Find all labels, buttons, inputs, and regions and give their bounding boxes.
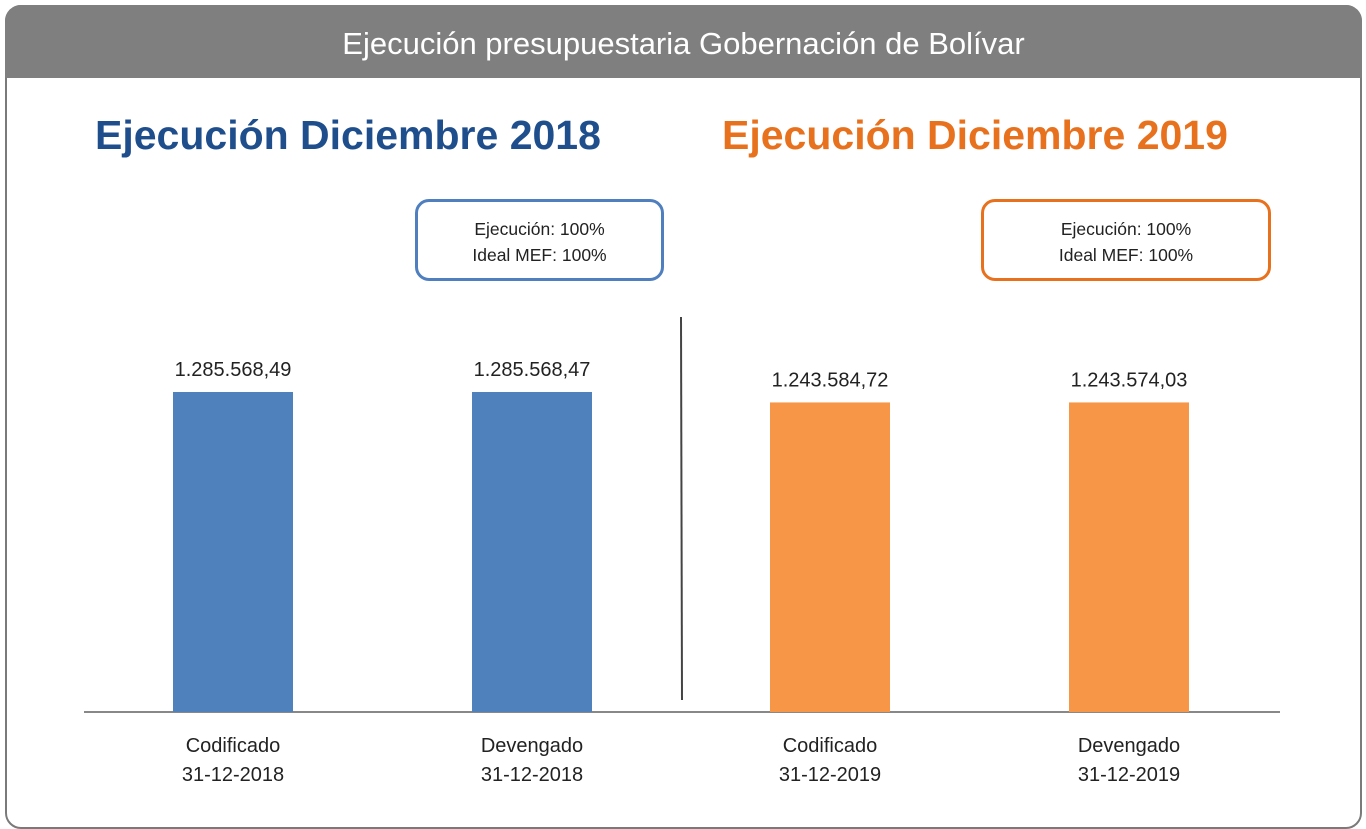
- category-label: Devengado: [481, 735, 583, 757]
- category-label: Codificado: [186, 735, 281, 757]
- bar-chart: 1.285.568,49 Codificado 31-12-2018 1.285.56…: [84, 316, 1280, 786]
- section-title-2019: Ejecución Diciembre 2019: [722, 112, 1228, 158]
- execution-box-2019: Ejecución: 100% Ideal MEF: 100%: [981, 199, 1271, 281]
- execution-rate: Ejecución: 100%: [1060, 219, 1192, 239]
- section-divider: [680, 316, 683, 701]
- value-label: 1.285.568,49: [175, 359, 292, 381]
- category-label: Devengado: [1078, 735, 1180, 757]
- bar: [770, 402, 890, 712]
- ideal-mef-rate: Ideal MEF: 100%: [1058, 245, 1194, 265]
- value-label: 1.243.574,03: [1071, 369, 1188, 391]
- value-label: 1.243.584,72: [772, 369, 889, 391]
- category-label: 31-12-2018: [481, 764, 583, 786]
- category-label: Codificado: [783, 735, 878, 757]
- execution-box-2018: Ejecución: 100% Ideal MEF: 100%: [415, 199, 664, 281]
- bar: [472, 391, 592, 712]
- section-title-2018: Ejecución Diciembre 2018: [95, 112, 601, 158]
- execution-rate: Ejecución: 100%: [474, 219, 605, 239]
- category-label: 31-12-2018: [182, 764, 284, 786]
- bar: [173, 391, 293, 712]
- value-label: 1.285.568,47: [474, 359, 591, 381]
- bar: [1069, 402, 1189, 712]
- ideal-mef-rate: Ideal MEF: 100%: [472, 245, 607, 265]
- category-label: 31-12-2019: [779, 764, 881, 786]
- panel-header: Ejecución presupuestaria Gobernación de …: [5, 5, 1362, 78]
- category-label: 31-12-2019: [1078, 764, 1180, 786]
